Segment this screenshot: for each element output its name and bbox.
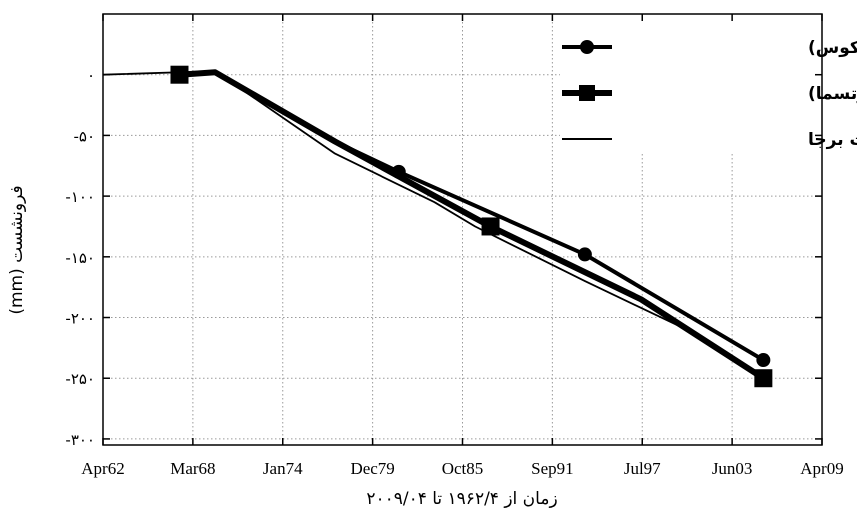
x-tick-label: Jan74 — [263, 459, 303, 478]
x-tick-label: Jul97 — [624, 459, 661, 478]
legend: عددی (آباکوس) تحلیلی (گیرتسما) اطلاعات ب… — [560, 22, 857, 154]
x-tick-label: Apr62 — [81, 459, 124, 478]
y-tick-label: -۵۰ — [73, 127, 95, 145]
x-tick-label: Jun03 — [712, 459, 753, 478]
data-point-circle — [577, 247, 592, 262]
data-point-square — [170, 65, 189, 84]
legend-label-field-data: اطلاعات برجا — [808, 130, 857, 150]
legend-item-analytical: تحلیلی (گیرتسما) — [562, 83, 857, 104]
data-point-square — [481, 217, 500, 236]
y-axis-ticks: ۰ -۵۰ -۱۰۰ -۱۵۰ -۲۰۰ -۲۵۰ -۳۰۰ — [65, 67, 822, 449]
series-line — [179, 69, 766, 381]
data-point-circle — [756, 353, 771, 368]
y-tick-label: -۲۵۰ — [65, 370, 95, 388]
y-tick-label: -۱۰۰ — [65, 188, 95, 206]
legend-label-analytical: تحلیلی (گیرتسما) — [808, 83, 857, 104]
series-line-square — [170, 65, 773, 388]
legend-item-numeric: عددی (آباکوس) — [562, 36, 857, 58]
legend-background — [560, 22, 815, 154]
x-tick-label: Dec79 — [350, 459, 394, 478]
legend-item-field-data: اطلاعات برجا — [562, 130, 857, 150]
y-tick-label: -۲۰۰ — [65, 310, 95, 328]
x-axis-label: زمان از ۱۹۶۲/۴ تا ۲۰۰۹/۰۴ — [366, 489, 557, 509]
y-tick-label: -۳۰۰ — [65, 431, 95, 449]
legend-marker-square — [579, 85, 595, 101]
x-tick-label: Mar68 — [170, 459, 215, 478]
legend-label-numeric: عددی (آباکوس) — [808, 36, 857, 58]
legend-marker-circle — [580, 40, 594, 54]
data-point-square — [754, 369, 773, 388]
y-tick-label: -۱۵۰ — [65, 249, 95, 267]
x-tick-label: Oct85 — [442, 459, 484, 478]
series-layer — [102, 65, 773, 388]
x-tick-label: Sep91 — [531, 459, 574, 478]
y-tick-label: ۰ — [87, 67, 95, 85]
y-axis-label: فرونشست (mm) — [7, 185, 27, 314]
x-tick-label: Apr09 — [800, 459, 843, 478]
x-axis-ticks: Apr62 Mar68 Jan74 Dec79 Oct85 Sep91 Jul97 Jun03… — [81, 14, 844, 478]
